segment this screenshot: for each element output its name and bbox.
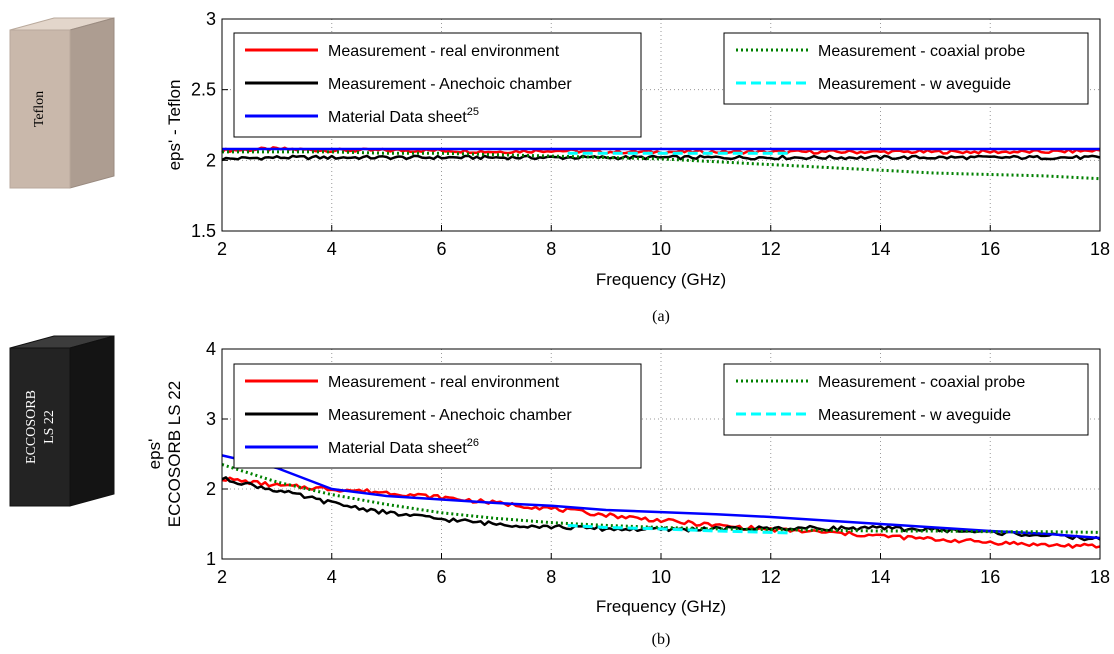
legend-label-data-sheet-a: Material Data sheet25 [328,106,479,126]
series-lines-b [221,454,1101,549]
x-tick-label: 6 [436,239,446,259]
x-tick-label: 6 [436,567,446,587]
y-tick-label: 2 [206,479,216,499]
x-tick-label: 12 [761,239,781,259]
x-tick-label: 18 [1090,567,1110,587]
x-tick-label: 14 [870,239,890,259]
legend-label-real-environment-a: Measurement - real environment [328,43,560,60]
y-tick-label: 4 [206,339,216,359]
series-line-measurement-anechoic-chamber-a [221,154,1101,162]
y-tick-label: 1.5 [191,221,216,241]
material-label-a: Teflon [32,91,47,127]
caption-a: (a) [652,308,670,325]
y-tick-label: 2.5 [191,80,216,100]
y-axis-label-b-line2: ECCOSORB LS 22 [165,381,184,527]
x-tick-label: 4 [327,567,337,587]
legend-label-anechoic-chamber-a: Measurement - Anechoic chamber [328,76,572,93]
y-tick-label: 2 [206,150,216,170]
x-tick-label: 14 [870,567,890,587]
x-tick-label: 2 [217,239,227,259]
plot-frame-a [221,18,1101,232]
y-tick-labels-a: 1.5 2 2.5 3 [191,9,216,241]
series-line-measurement-coaxial-probe-a [222,150,1101,181]
x-tick-label: 8 [546,567,556,587]
legend-label-real-environment-b: Measurement - real environment [328,374,560,391]
material-label-b-line2: LS 22 [42,410,57,444]
x-tick-label: 16 [980,239,1000,259]
material-label-b-line1: ECCOSORB [24,390,39,464]
y-tick-label: 1 [206,549,216,569]
x-tick-label: 4 [327,239,337,259]
legend-label-anechoic-chamber-b: Measurement - Anechoic chamber [328,407,572,424]
x-tick-labels-a: 2 4 6 8 10 12 14 16 18 [217,239,1110,259]
x-tick-label: 10 [651,567,671,587]
y-tick-labels-b: 1 2 3 4 [206,339,216,569]
legend-label-coaxial-probe-b: Measurement - coaxial probe [818,374,1025,391]
legend-box-right-a [723,32,1089,105]
x-tick-label: 12 [761,567,781,587]
caption-b: (b) [652,631,671,648]
x-tick-label: 2 [217,567,227,587]
x-tick-label: 8 [546,239,556,259]
material-block-a: Teflon [9,17,115,189]
x-tick-labels-b: 2 4 6 8 10 12 14 16 18 [217,567,1110,587]
x-tick-label: 16 [980,567,1000,587]
legend-label-waveguide-a: Measurement - w aveguide [818,76,1011,93]
legend-label-coaxial-probe-a: Measurement - coaxial probe [818,43,1025,60]
plot-frame-b [221,348,1101,560]
y-tick-label: 3 [206,409,216,429]
y-axis-label-a: eps' - Teflon [165,80,184,171]
legend-label-waveguide-b: Measurement - w aveguide [818,407,1011,424]
y-tick-label: 3 [206,9,216,29]
x-axis-label-b: Frequency (GHz) [596,597,726,616]
y-axis-label-b-line1: eps' [145,439,164,470]
series-line-material-data-sheet-b [221,454,1101,540]
series-line-measurement-w-aveguide-b [567,523,793,535]
series-lines-a [221,146,1101,181]
x-tick-label: 10 [651,239,671,259]
legend-box-right-b [723,363,1089,436]
x-tick-label: 18 [1090,239,1110,259]
series-line-measurement-real-environment-b [221,476,1101,549]
legend-label-data-sheet-b: Material Data sheet26 [328,437,479,457]
material-block-b: ECCOSORB LS 22 [9,335,115,507]
chart-panel-a: 2 4 6 8 10 12 14 16 18 1.522.53 Frequency (GHz) … [165,9,1110,325]
x-axis-label-a: Frequency (GHz) [596,270,726,289]
